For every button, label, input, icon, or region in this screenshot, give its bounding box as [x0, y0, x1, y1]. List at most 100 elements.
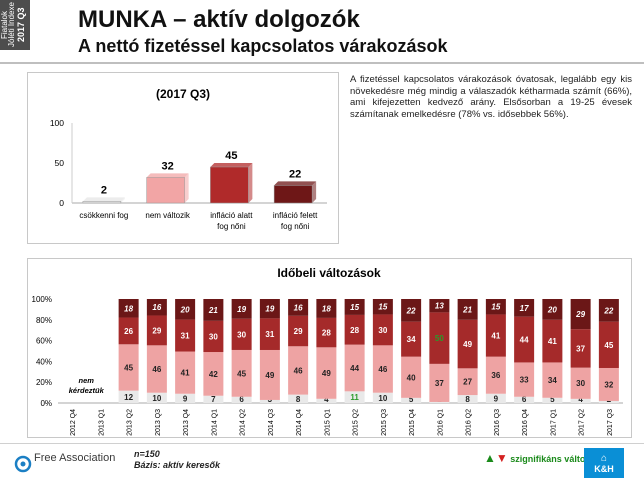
- chart2-bar-segment: [231, 349, 252, 397]
- description-text: A fizetéssel kapcsolatos várakozások óva…: [350, 74, 632, 120]
- chart2-value-label: 6: [239, 395, 244, 404]
- chart2-bar-segment: [231, 318, 252, 350]
- chart2-value-label: 26: [124, 327, 133, 336]
- chart2-bar-segment: [118, 344, 139, 391]
- top-chart-panel: (2017 Q3) 0 50 100 2 csökkenni fog 32 nem válto…: [27, 72, 339, 244]
- chart1-ytick: 50: [55, 158, 65, 168]
- chart1-bar-top: [274, 181, 317, 186]
- chart2-value-label: 8: [296, 395, 301, 404]
- chart2-value-label: 19: [237, 305, 246, 314]
- chart2-category-label: 2013 Q1: [98, 409, 105, 436]
- chart2-bar-segment: [514, 362, 535, 397]
- chart2-bar-segment: [175, 299, 196, 320]
- chart2-category-label: 2015 Q4: [409, 409, 416, 436]
- chart2-value-label: 5: [409, 395, 414, 404]
- chart2-bar-segment: [401, 299, 422, 322]
- chart2-bar-segment: [372, 299, 393, 315]
- chart2-bar-segment: [231, 299, 252, 319]
- chart2-bar-segment: [288, 394, 309, 403]
- chart2-ytick: 80%: [36, 316, 52, 325]
- chart2-bar-segment: [429, 363, 450, 402]
- chart2-category-label: 2014 Q4: [296, 409, 303, 436]
- chart1-bar-side: [184, 173, 189, 203]
- chart2-value-label: 10: [378, 394, 387, 403]
- chart1-bar-top: [82, 197, 125, 202]
- chart2-value-label: 31: [265, 330, 274, 339]
- chart2-value-label: 41: [181, 369, 190, 378]
- chart2-no-data-label: nem: [79, 376, 95, 385]
- chart2-value-label: 49: [265, 371, 274, 380]
- chart2-value-label: 29: [294, 327, 303, 336]
- chart2-value-label: 50: [435, 334, 444, 343]
- chart2-value-label: 19: [265, 305, 274, 314]
- chart2-category-label: 2015 Q3: [381, 409, 388, 436]
- chart1-value-label: 22: [289, 168, 301, 180]
- chart2-value-label: 12: [124, 393, 133, 402]
- chart2-bar-segment: [570, 367, 591, 399]
- chart2-bar-segment: [514, 316, 535, 363]
- chart2-category-label: 2013 Q4: [183, 409, 190, 436]
- chart2-bar-segment: [542, 299, 563, 320]
- chart2-value-label: 28: [322, 329, 331, 338]
- chart2-bar-segment: [288, 315, 309, 347]
- chart2-value-label: 20: [547, 305, 557, 314]
- chart2-bar-segment: [146, 299, 167, 316]
- chart1-title: (2017 Q3): [156, 87, 210, 101]
- chart2-value-label: 30: [576, 379, 585, 388]
- chart1-value-label: 45: [225, 150, 237, 162]
- chart2-value-label: 22: [406, 306, 416, 315]
- chart2-bar-segment: [344, 314, 365, 345]
- title-divider: [0, 62, 644, 64]
- chart2-value-label: 7: [211, 395, 216, 404]
- chart2-ytick: 20%: [36, 378, 52, 387]
- chart2-bar-segment: [429, 299, 450, 313]
- kh-logo: ⌂ K&H: [584, 448, 624, 478]
- side-tab: Fiatalok Jóléti Indexe 2017 Q3: [0, 0, 30, 50]
- side-tab-period: 2017 Q3: [16, 7, 26, 43]
- chart2-value-label: 4: [324, 395, 329, 404]
- chart2-bar-segment: [175, 351, 196, 394]
- chart2-bar-segment: [344, 344, 365, 392]
- chart1-category-label: infláció alatt: [210, 211, 253, 220]
- chart1-bar: [210, 166, 249, 204]
- chart2-bar-segment: [146, 345, 167, 393]
- chart2-bar-segment: [146, 315, 167, 346]
- chart1-value-label: 32: [162, 160, 174, 172]
- chart2-value-label: 41: [491, 332, 500, 341]
- chart2-value-label: 5: [550, 395, 555, 404]
- chart1-bar-side: [120, 197, 125, 203]
- chart1-bar-side: [248, 163, 253, 203]
- chart2-category-label: 2016 Q1: [437, 409, 444, 436]
- chart2-category-label: 2016 Q2: [466, 409, 473, 436]
- chart2-category-label: 2015 Q1: [324, 409, 331, 436]
- chart2-category-label: 2012 Q4: [70, 409, 77, 436]
- chart2-no-data-label: kérdeztük: [69, 386, 105, 395]
- chart2-bar-segment: [203, 320, 224, 353]
- chart2-category-label: 2013 Q3: [155, 409, 162, 436]
- chart2-category-label: 2016 Q4: [522, 409, 529, 436]
- chart2-value-label: 44: [350, 364, 359, 373]
- stacked-timeline-chart: Időbeli változások0%20%40%60%80%100%2012…: [32, 266, 623, 436]
- chart2-value-label: 10: [152, 394, 161, 403]
- chart2-value-label: 44: [520, 336, 529, 345]
- chart2-bar-segment: [259, 299, 280, 319]
- chart2-category-label: 2017 Q2: [579, 409, 586, 436]
- timeline-chart-panel: Időbeli változások 0% 20% 40% 60% 80% 100% 2012…: [27, 258, 632, 438]
- chart2-bar-segment: [485, 393, 506, 403]
- chart2-ytick: 40%: [36, 357, 52, 366]
- chart2-bar-segment: [485, 299, 506, 315]
- chart2-bar-segment: [542, 362, 563, 398]
- chart1-category-label: csökkenni fog: [79, 211, 128, 220]
- chart2-value-label: 29: [575, 310, 585, 319]
- chart2-value-label: 15: [491, 303, 500, 312]
- chart1-bar-top: [146, 173, 189, 178]
- chart2-value-label: 41: [548, 337, 557, 346]
- chart2-value-label: 21: [462, 305, 472, 314]
- chart2-category-label: 2017 Q1: [550, 409, 557, 436]
- chart2-value-label: 40: [407, 373, 416, 382]
- chart2-value-label: 45: [124, 363, 133, 372]
- chart2-bar-segment: [316, 317, 337, 348]
- chart2-bar-segment: [514, 299, 535, 317]
- logo-text-free: Free Association: [34, 452, 115, 464]
- chart2-bar-segment: [118, 299, 139, 318]
